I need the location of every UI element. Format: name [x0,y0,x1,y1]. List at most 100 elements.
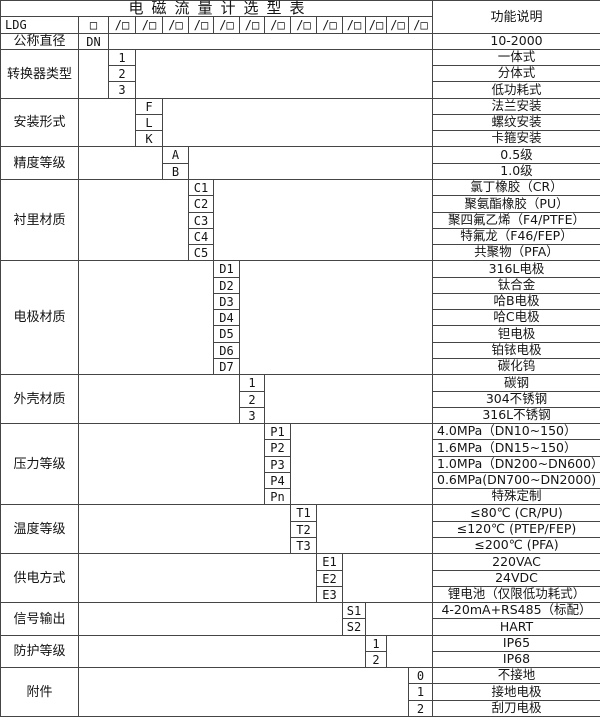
code-cell: D4 [213,309,240,326]
desc-cell: 1.6MPa（DN15~150） [432,439,600,457]
code-cell: 1 [365,635,387,652]
model-slot: /□ [264,16,291,34]
desc-cell: 10-2000 [432,33,600,50]
code-cell: E2 [316,570,343,587]
desc-cell: 刮刀电极 [432,700,600,717]
model-slot: /□ [316,16,343,34]
model-slot: /□ [162,16,189,34]
code-cell: F [135,98,163,115]
desc-cell: 共聚物（PFA） [432,244,600,261]
desc-cell: 1.0级 [432,163,600,180]
filler-right [135,49,433,99]
code-cell: D7 [213,358,240,375]
code-cell: C1 [188,179,214,196]
desc-cell: 4-20mA+RS485（标配） [432,602,600,619]
code-cell: L [135,114,163,131]
section-label: 防护等级 [0,635,79,668]
code-cell: D1 [213,260,240,278]
code-cell: C2 [188,195,214,213]
code-cell: S1 [342,602,366,619]
filler-left [78,260,214,375]
code-cell: 2 [408,700,433,717]
desc-cell: 316L电极 [432,260,600,278]
model-slot: /□ [135,16,163,34]
code-cell: 0 [408,667,433,684]
code-cell: E1 [316,553,343,571]
desc-cell: 锂电池（仅限低功耗式） [432,586,600,603]
code-cell: T2 [290,521,317,538]
desc-cell: 碳钢 [432,374,600,392]
desc-cell: 聚氨酯橡胶（PU） [432,195,600,213]
desc-cell: 法兰安装 [432,98,600,115]
filler-right [162,98,433,147]
section-label: 供电方式 [0,553,79,603]
desc-cell: 特氟龙（F46/FEP） [432,228,600,245]
section-label: 信号输出 [0,602,79,636]
desc-cell: 碳化钨 [432,358,600,375]
filler-right [365,602,433,636]
code-cell: 3 [239,407,265,424]
desc-cell: 不接地 [432,667,600,684]
model-slot: /□ [290,16,317,34]
desc-cell: 304不锈钢 [432,391,600,408]
desc-cell: 钽电极 [432,325,600,343]
filler-left [78,635,366,668]
code-cell: D5 [213,325,240,343]
function-column-header: 功能说明 [432,0,600,34]
section-label: 衬里材质 [0,179,79,261]
desc-cell: 低功耗式 [432,81,600,99]
code-cell: 3 [108,81,136,99]
desc-cell: 24VDC [432,570,600,587]
filler-right [108,33,433,50]
desc-cell: 铂铱电极 [432,342,600,359]
section-label: 压力等级 [0,423,79,505]
model-slot: /□ [213,16,240,34]
desc-cell: ≤80℃ (CR/PU) [432,504,600,522]
section-label: 安装形式 [0,98,79,147]
filler-left [78,146,163,180]
model-slot: /□ [386,16,409,34]
filler-right [188,146,433,180]
model-slot: /□ [188,16,214,34]
filler-left [78,179,189,261]
code-cell: DN [78,33,109,50]
code-cell: D6 [213,342,240,359]
filler-right [386,635,433,668]
section-label: 电极材质 [0,260,79,375]
desc-cell: HART [432,618,600,636]
desc-cell: ≤200℃ (PFA) [432,537,600,554]
desc-cell: 4.0MPa（DN10~150） [432,423,600,440]
code-cell: C5 [188,244,214,261]
code-cell: 1 [239,374,265,392]
model-slot: /□ [239,16,265,34]
desc-cell: 一体式 [432,49,600,66]
desc-cell: 接地电极 [432,683,600,701]
filler-right [290,423,433,505]
desc-cell: 分体式 [432,65,600,82]
code-cell: P2 [264,439,291,457]
code-cell: T1 [290,504,317,522]
code-cell: 1 [408,683,433,701]
desc-cell: 哈B电极 [432,293,600,310]
code-cell: K [135,130,163,147]
model-slot: /□ [365,16,387,34]
filler-right [264,374,433,424]
code-cell: 2 [365,651,387,668]
code-cell: 1 [108,49,136,66]
code-cell: Pn [264,488,291,505]
desc-cell: IP65 [432,635,600,652]
filler-left [78,98,136,147]
filler-left [78,49,109,99]
code-cell: T3 [290,537,317,554]
model-prefix: LDG [0,16,79,34]
section-label: 温度等级 [0,504,79,554]
desc-cell: 0.5级 [432,146,600,164]
filler-left [78,504,291,554]
code-cell: C4 [188,228,214,245]
desc-cell: 聚四氟乙烯（F4/PTFE） [432,212,600,229]
desc-cell: IP68 [432,651,600,668]
code-cell: P3 [264,456,291,473]
section-label: 转换器类型 [0,49,79,99]
section-label: 精度等级 [0,146,79,180]
